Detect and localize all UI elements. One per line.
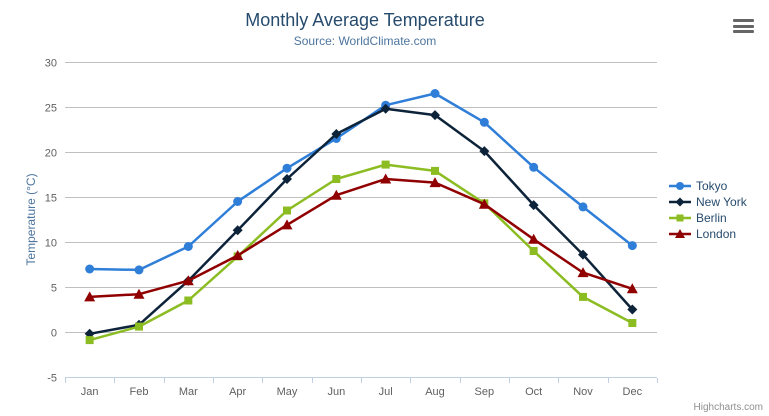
legend-item-new-york[interactable]: New York bbox=[669, 194, 747, 210]
legend-label: London bbox=[696, 227, 737, 241]
data-point-berlin[interactable] bbox=[628, 319, 637, 327]
legend-item-london[interactable]: London bbox=[669, 226, 747, 242]
x-axis-label: Mar bbox=[179, 386, 198, 398]
x-axis-label: Apr bbox=[229, 386, 246, 398]
data-point-berlin[interactable] bbox=[135, 322, 143, 331]
series-line-berlin bbox=[89, 163, 633, 342]
y-axis-label: 5 bbox=[51, 283, 57, 295]
data-point-london[interactable] bbox=[528, 233, 540, 244]
series-tokyo[interactable] bbox=[85, 89, 637, 275]
data-point-new-york[interactable] bbox=[430, 110, 440, 121]
data-point-london[interactable] bbox=[182, 275, 194, 286]
data-point-london[interactable] bbox=[232, 250, 244, 260]
series-new-york[interactable] bbox=[84, 103, 638, 339]
x-axis-label: Sep bbox=[475, 386, 495, 398]
data-point-london[interactable] bbox=[281, 219, 293, 230]
x-axis-label: Jan bbox=[81, 386, 99, 398]
data-point-new-york[interactable] bbox=[627, 304, 638, 315]
x-axis-label: Aug bbox=[425, 386, 445, 398]
data-point-tokyo[interactable] bbox=[85, 264, 95, 274]
chart-subtitle: Source: WorldClimate.com bbox=[293, 34, 437, 48]
data-point-london[interactable] bbox=[577, 267, 589, 278]
x-axis-label: Jul bbox=[379, 386, 393, 398]
credits-link[interactable]: Highcharts.com bbox=[693, 402, 763, 413]
y-axis-label: 0 bbox=[51, 328, 57, 340]
legend-label: Berlin bbox=[696, 211, 727, 225]
data-point-berlin[interactable] bbox=[381, 160, 390, 169]
series-line-london bbox=[89, 177, 633, 299]
legend-marker-circle-icon bbox=[669, 182, 691, 190]
y-axis-label: 15 bbox=[45, 193, 57, 205]
data-point-tokyo[interactable] bbox=[134, 265, 144, 275]
data-point-new-york[interactable] bbox=[479, 146, 490, 157]
chart-title: Monthly Average Temperature bbox=[245, 10, 485, 30]
data-point-new-york[interactable] bbox=[380, 103, 391, 114]
y-axis-label: 30 bbox=[45, 58, 57, 70]
x-axis-label: Oct bbox=[525, 386, 542, 398]
data-point-london[interactable] bbox=[133, 288, 145, 299]
legend: Tokyo New York Berlin London bbox=[669, 178, 747, 242]
data-point-london[interactable] bbox=[330, 189, 342, 200]
data-point-tokyo[interactable] bbox=[183, 242, 193, 251]
data-point-new-york[interactable] bbox=[331, 129, 342, 139]
legend-marker-square-icon bbox=[669, 214, 691, 222]
series-line-tokyo bbox=[89, 92, 634, 272]
legend-item-tokyo[interactable]: Tokyo bbox=[669, 178, 747, 194]
series-london[interactable] bbox=[84, 173, 638, 302]
x-axis-label: Nov bbox=[573, 386, 593, 398]
data-point-new-york[interactable] bbox=[282, 174, 292, 184]
x-axis-label: Jun bbox=[327, 386, 345, 398]
legend-marker-triangle-icon bbox=[669, 229, 691, 238]
data-point-london[interactable] bbox=[380, 173, 392, 184]
hamburger-menu-icon bbox=[733, 24, 754, 28]
hamburger-menu-icon bbox=[733, 30, 754, 33]
data-point-tokyo[interactable] bbox=[233, 197, 243, 206]
data-point-berlin[interactable] bbox=[579, 292, 587, 301]
y-axis-label: 25 bbox=[45, 103, 57, 115]
x-axis-label: Dec bbox=[623, 386, 643, 398]
x-axis-label: Feb bbox=[130, 386, 149, 398]
data-point-london[interactable] bbox=[478, 198, 490, 209]
hamburger-menu-icon bbox=[733, 19, 754, 22]
data-point-berlin[interactable] bbox=[529, 247, 538, 255]
legend-marker-diamond-icon bbox=[669, 197, 691, 207]
legend-label: New York bbox=[696, 195, 747, 209]
data-point-berlin[interactable] bbox=[431, 166, 439, 175]
y-axis-label: 10 bbox=[45, 238, 57, 250]
y-axis-label: -5 bbox=[47, 373, 57, 385]
data-point-tokyo[interactable] bbox=[282, 163, 292, 173]
data-point-new-york[interactable] bbox=[232, 225, 243, 236]
data-point-tokyo[interactable] bbox=[430, 89, 440, 98]
y-axis-title: Temperature (°C) bbox=[24, 173, 38, 266]
data-point-tokyo[interactable] bbox=[578, 202, 588, 212]
data-point-berlin[interactable] bbox=[332, 175, 341, 183]
data-point-berlin[interactable] bbox=[184, 296, 193, 305]
legend-item-berlin[interactable]: Berlin bbox=[669, 210, 747, 226]
data-point-berlin[interactable] bbox=[283, 206, 291, 215]
data-point-tokyo[interactable] bbox=[627, 241, 637, 251]
context-menu-button[interactable] bbox=[733, 19, 754, 33]
legend-label: Tokyo bbox=[696, 179, 728, 193]
y-axis-label: 20 bbox=[45, 148, 57, 160]
data-point-tokyo[interactable] bbox=[529, 162, 539, 172]
data-point-london[interactable] bbox=[429, 177, 441, 188]
data-point-tokyo[interactable] bbox=[479, 117, 489, 127]
series-line-new-york bbox=[89, 107, 634, 336]
data-point-new-york[interactable] bbox=[528, 200, 539, 211]
data-point-berlin[interactable] bbox=[85, 336, 94, 345]
data-point-new-york[interactable] bbox=[578, 249, 588, 260]
data-point-london[interactable] bbox=[626, 283, 638, 294]
data-point-london[interactable] bbox=[84, 291, 96, 302]
x-axis-label: May bbox=[277, 386, 298, 398]
